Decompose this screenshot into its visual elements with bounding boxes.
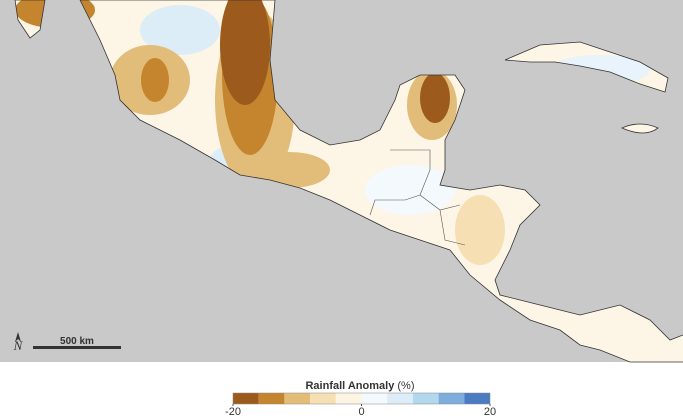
legend-swatch xyxy=(387,393,413,404)
coastline xyxy=(14,0,683,363)
legend-swatch xyxy=(438,393,465,404)
legend-swatch xyxy=(310,393,336,404)
legend-swatch xyxy=(335,393,362,404)
legend-tick-label: -20 xyxy=(225,406,241,418)
legend-title-text: Rainfall Anomaly xyxy=(305,380,395,392)
legend-unit: (%) xyxy=(397,380,414,392)
legend-swatch xyxy=(464,393,490,404)
north-label: N xyxy=(13,338,24,353)
borders xyxy=(369,149,466,246)
legend-swatch xyxy=(258,393,285,404)
legend-tick-label: 0 xyxy=(358,406,364,418)
scale-label: 500 km xyxy=(60,336,94,347)
north-arrow: N xyxy=(13,332,24,353)
legend: -20 0 20 xyxy=(225,392,496,418)
legend-swatch xyxy=(284,393,311,404)
legend-swatch xyxy=(361,393,388,404)
scale-bar xyxy=(33,346,121,349)
legend-swatch xyxy=(233,393,259,404)
legend-title: Rainfall Anomaly (%) xyxy=(305,380,414,392)
legend-tick-label: 20 xyxy=(484,406,496,418)
legend-swatch xyxy=(412,393,439,404)
